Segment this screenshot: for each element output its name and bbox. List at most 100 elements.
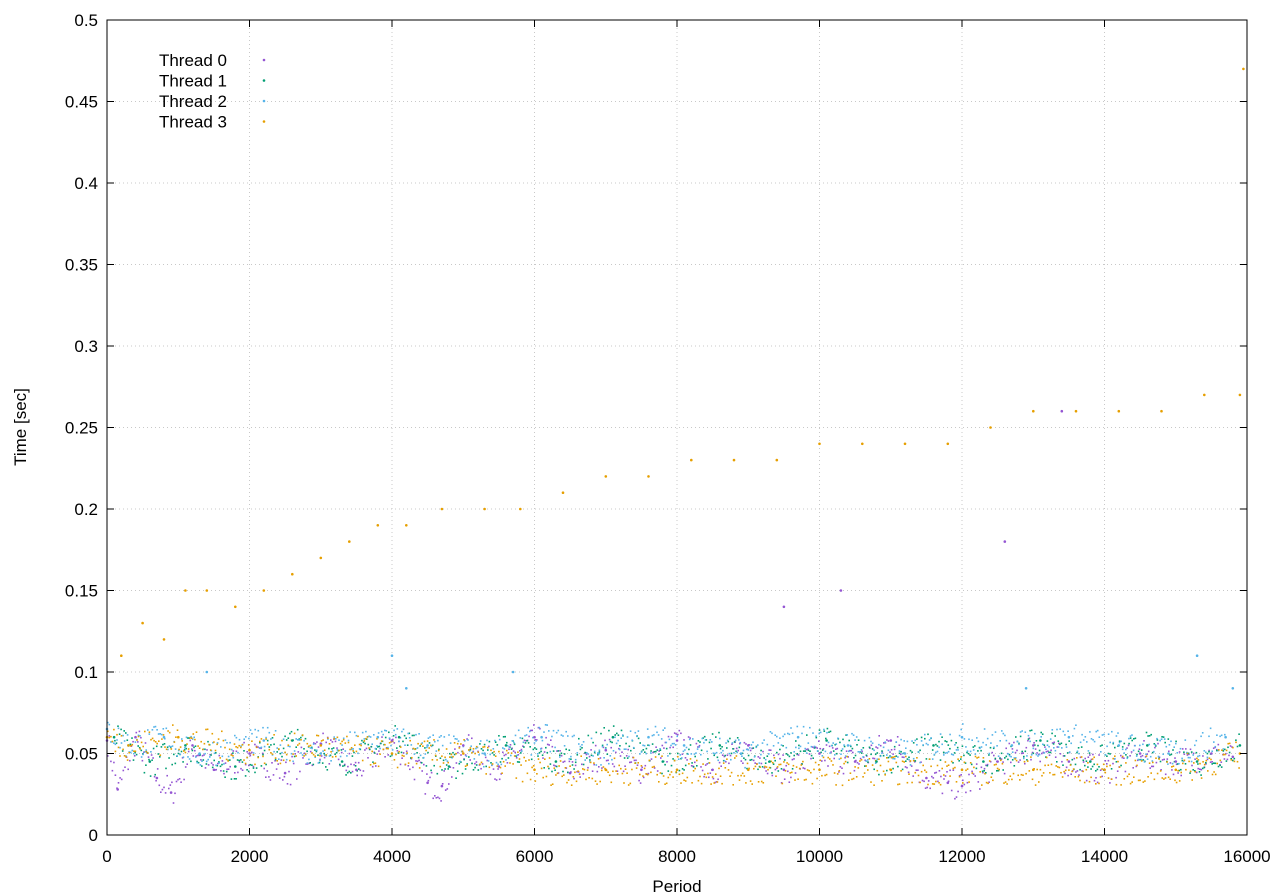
- dense-point: [887, 760, 890, 763]
- dense-point: [111, 769, 114, 772]
- dense-point: [1001, 762, 1004, 765]
- dense-point: [511, 747, 513, 750]
- dense-point: [855, 736, 858, 738]
- dense-point: [529, 730, 531, 733]
- dense-point: [936, 764, 939, 767]
- dense-point: [771, 772, 773, 774]
- dense-point: [1149, 767, 1151, 769]
- dense-point: [568, 758, 571, 760]
- dense-point: [1073, 727, 1076, 730]
- dense-point: [226, 768, 228, 771]
- dense-point: [205, 760, 208, 763]
- dense-point: [807, 748, 809, 750]
- dense-point: [1140, 749, 1143, 751]
- dense-point: [726, 747, 728, 749]
- legend-marker: [262, 58, 266, 62]
- dense-point: [757, 768, 759, 771]
- dense-point: [331, 756, 334, 758]
- dense-point: [1128, 737, 1130, 740]
- dense-point: [204, 767, 207, 769]
- x-axis-label: Period: [652, 877, 701, 896]
- dense-point: [939, 783, 942, 786]
- dense-point: [764, 758, 767, 761]
- dense-point: [195, 731, 198, 733]
- dense-point: [872, 757, 874, 760]
- dense-point: [402, 752, 405, 754]
- data-point: [120, 654, 123, 657]
- dense-point: [298, 742, 301, 745]
- dense-point: [426, 746, 428, 749]
- dense-point: [980, 746, 983, 748]
- dense-point: [444, 756, 446, 759]
- dense-point: [491, 763, 494, 765]
- dense-point: [776, 766, 779, 768]
- dense-point: [558, 765, 560, 767]
- dense-point: [905, 747, 907, 749]
- dense-point: [215, 768, 217, 771]
- dense-point: [594, 744, 597, 747]
- dense-point: [843, 745, 846, 748]
- dense-point: [133, 750, 135, 752]
- dense-point: [1024, 750, 1027, 753]
- dense-point: [1123, 742, 1126, 745]
- dense-point: [113, 742, 115, 744]
- dense-point: [876, 769, 879, 772]
- dense-point: [498, 778, 501, 781]
- dense-point: [830, 760, 833, 762]
- dense-point: [526, 772, 529, 775]
- data-point: [1231, 755, 1235, 759]
- dense-point: [534, 739, 537, 741]
- dense-point: [192, 755, 195, 757]
- dense-point: [322, 732, 324, 735]
- dense-point: [783, 778, 786, 780]
- dense-point: [512, 763, 514, 765]
- dense-point: [994, 731, 997, 733]
- dense-point: [838, 771, 840, 773]
- dense-point: [265, 763, 267, 766]
- data-point: [1231, 687, 1235, 690]
- dense-point: [437, 749, 440, 752]
- dense-point: [618, 764, 620, 767]
- dense-point: [285, 761, 287, 764]
- dense-point: [1068, 740, 1070, 742]
- dense-point: [1190, 751, 1193, 753]
- data-point: [561, 491, 565, 495]
- legend-label: Thread 1: [159, 72, 227, 91]
- dense-point: [1016, 749, 1018, 752]
- dense-point: [501, 757, 503, 760]
- dense-point: [960, 728, 962, 731]
- dense-point: [821, 755, 824, 757]
- dense-point: [1069, 764, 1072, 766]
- dense-point: [520, 752, 522, 754]
- dense-point-band: [107, 721, 1240, 804]
- dense-point: [1178, 751, 1181, 753]
- dense-point: [1070, 742, 1072, 745]
- dense-point: [1079, 741, 1082, 744]
- dense-point: [581, 744, 583, 746]
- dense-point: [447, 768, 449, 770]
- dense-point: [860, 759, 863, 761]
- dense-point: [1216, 762, 1218, 765]
- dense-point: [235, 778, 237, 780]
- dense-point: [782, 735, 784, 738]
- dense-point: [922, 764, 924, 767]
- dense-point: [565, 748, 567, 751]
- dense-point: [560, 754, 563, 757]
- dense-point: [992, 747, 995, 750]
- dense-point: [191, 748, 193, 750]
- data-point: [1174, 760, 1178, 763]
- dense-point: [563, 745, 566, 747]
- dense-point: [811, 746, 814, 748]
- dense-point: [1031, 778, 1034, 781]
- dense-point: [319, 759, 321, 762]
- dense-point: [968, 773, 970, 776]
- dense-point: [969, 762, 972, 764]
- dense-point: [869, 747, 871, 749]
- dense-point: [639, 753, 641, 755]
- dense-point: [1106, 763, 1108, 765]
- dense-point: [1061, 760, 1063, 763]
- data-point: [440, 507, 444, 511]
- dense-point: [879, 764, 882, 767]
- dense-point: [957, 758, 959, 760]
- dense-point: [562, 761, 564, 763]
